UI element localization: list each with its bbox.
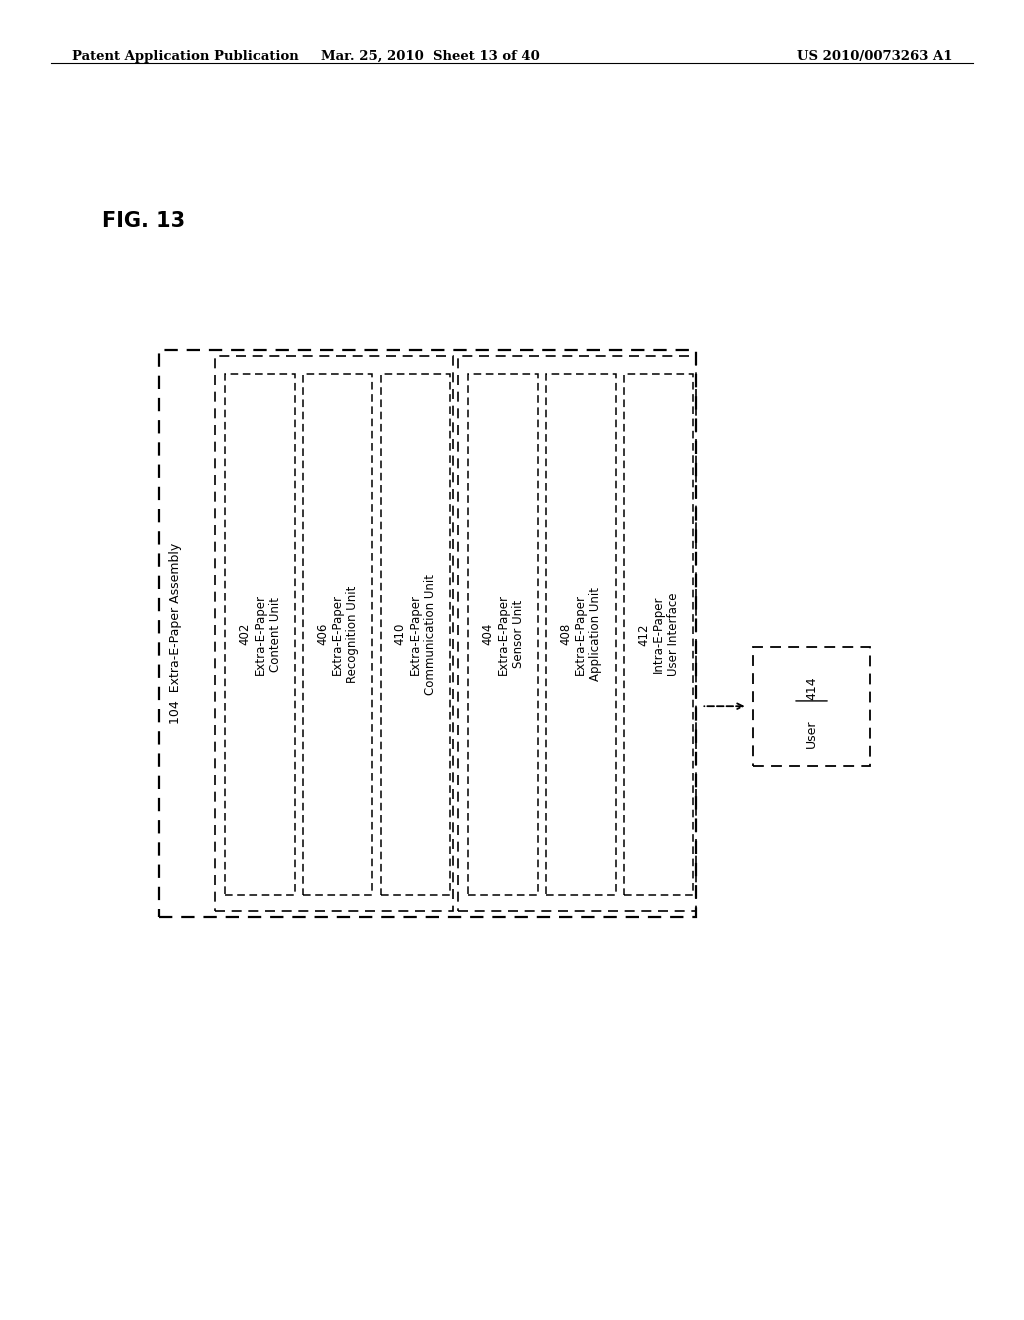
Text: 402
Extra-E-Paper
Content Unit: 402 Extra-E-Paper Content Unit	[239, 594, 282, 675]
Text: 404
Extra-E-Paper
Sensor Unit: 404 Extra-E-Paper Sensor Unit	[481, 594, 524, 675]
Bar	[381, 374, 451, 895]
Text: 104  Extra-E-Paper Assembly: 104 Extra-E-Paper Assembly	[169, 543, 182, 725]
Text: 408
Extra-E-Paper
Application Unit: 408 Extra-E-Paper Application Unit	[559, 587, 602, 681]
Text: Mar. 25, 2010  Sheet 13 of 40: Mar. 25, 2010 Sheet 13 of 40	[321, 50, 540, 63]
Text: 410
Extra-E-Paper
Communication Unit: 410 Extra-E-Paper Communication Unit	[394, 574, 437, 694]
Bar	[546, 374, 615, 895]
Bar	[469, 374, 538, 895]
Text: Patent Application Publication: Patent Application Publication	[72, 50, 298, 63]
Bar	[753, 647, 870, 766]
Bar	[215, 356, 453, 911]
Bar	[303, 374, 373, 895]
Bar	[624, 374, 693, 895]
Bar	[159, 350, 696, 917]
Text: 414: 414	[805, 676, 818, 700]
Bar	[459, 356, 696, 911]
Text: 412
Intra-E-Paper
User Interface: 412 Intra-E-Paper User Interface	[637, 593, 680, 676]
Text: FIG. 13: FIG. 13	[102, 211, 185, 231]
Text: 406
Extra-E-Paper
Recognition Unit: 406 Extra-E-Paper Recognition Unit	[316, 586, 359, 682]
Text: User: User	[805, 719, 818, 748]
Text: US 2010/0073263 A1: US 2010/0073263 A1	[797, 50, 952, 63]
Bar	[225, 374, 295, 895]
